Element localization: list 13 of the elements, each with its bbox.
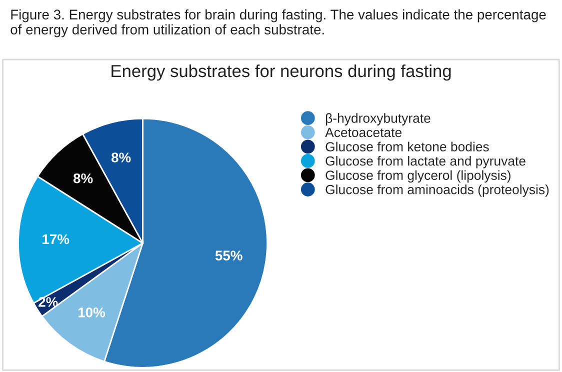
legend-label: Glucose from ketone bodies xyxy=(326,142,489,152)
data-label: 17% xyxy=(42,234,70,244)
data-label: 55% xyxy=(215,250,242,260)
chart-title: Energy substrates for neurons during fasting xyxy=(112,64,451,81)
caption: Figure 3. Energy substrates for brain during fasting. The values indicate the percentage of energy derived from utilization of each substrate. xyxy=(10,9,546,38)
legend-label: Glucose from lactate and pyruvate xyxy=(326,156,526,168)
legend-label: Glucose from glycerol (lipolysis) xyxy=(326,170,510,183)
legend-label: Acetoacetate xyxy=(325,128,402,138)
data-label: 8% xyxy=(73,173,93,184)
data-label: 10% xyxy=(78,308,106,318)
data-label: 8% xyxy=(111,152,131,162)
legend-label: β-hydroxybutyrate xyxy=(326,113,430,126)
legend-label: Glucose from aminoacids (proteolysis) xyxy=(326,184,549,197)
